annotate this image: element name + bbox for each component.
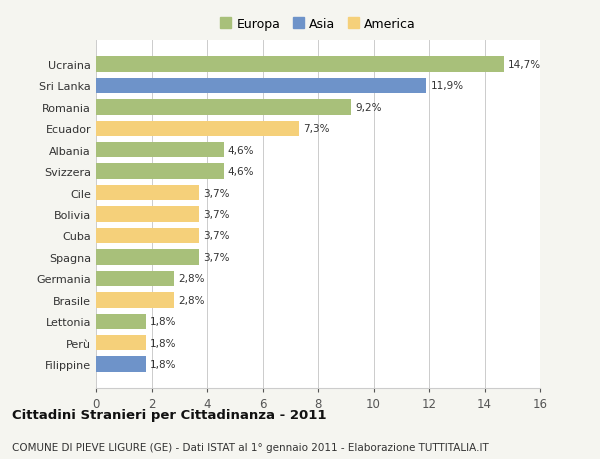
Text: 7,3%: 7,3% xyxy=(303,124,329,134)
Bar xyxy=(96,185,199,201)
Bar xyxy=(96,314,146,329)
Text: 4,6%: 4,6% xyxy=(228,167,254,177)
Bar xyxy=(96,250,199,265)
Legend: Europa, Asia, America: Europa, Asia, America xyxy=(215,13,421,36)
Bar xyxy=(96,271,174,286)
Text: 1,8%: 1,8% xyxy=(150,359,176,369)
Bar xyxy=(96,57,504,73)
Text: 11,9%: 11,9% xyxy=(430,81,464,91)
Text: 3,7%: 3,7% xyxy=(203,252,229,263)
Bar xyxy=(96,228,199,244)
Text: 2,8%: 2,8% xyxy=(178,295,205,305)
Bar xyxy=(96,357,146,372)
Text: 1,8%: 1,8% xyxy=(150,338,176,348)
Text: Cittadini Stranieri per Cittadinanza - 2011: Cittadini Stranieri per Cittadinanza - 2… xyxy=(12,408,326,421)
Bar xyxy=(96,207,199,222)
Bar xyxy=(96,292,174,308)
Bar xyxy=(96,78,426,94)
Text: 14,7%: 14,7% xyxy=(508,60,541,70)
Bar xyxy=(96,164,224,179)
Text: 4,6%: 4,6% xyxy=(228,146,254,155)
Bar xyxy=(96,121,299,137)
Text: 3,7%: 3,7% xyxy=(203,210,229,219)
Text: 2,8%: 2,8% xyxy=(178,274,205,284)
Text: 1,8%: 1,8% xyxy=(150,317,176,327)
Text: 9,2%: 9,2% xyxy=(355,102,382,112)
Bar xyxy=(96,100,351,115)
Text: 3,7%: 3,7% xyxy=(203,188,229,198)
Text: COMUNE DI PIEVE LIGURE (GE) - Dati ISTAT al 1° gennaio 2011 - Elaborazione TUTTI: COMUNE DI PIEVE LIGURE (GE) - Dati ISTAT… xyxy=(12,442,489,452)
Bar xyxy=(96,143,224,158)
Bar xyxy=(96,335,146,351)
Text: 3,7%: 3,7% xyxy=(203,231,229,241)
